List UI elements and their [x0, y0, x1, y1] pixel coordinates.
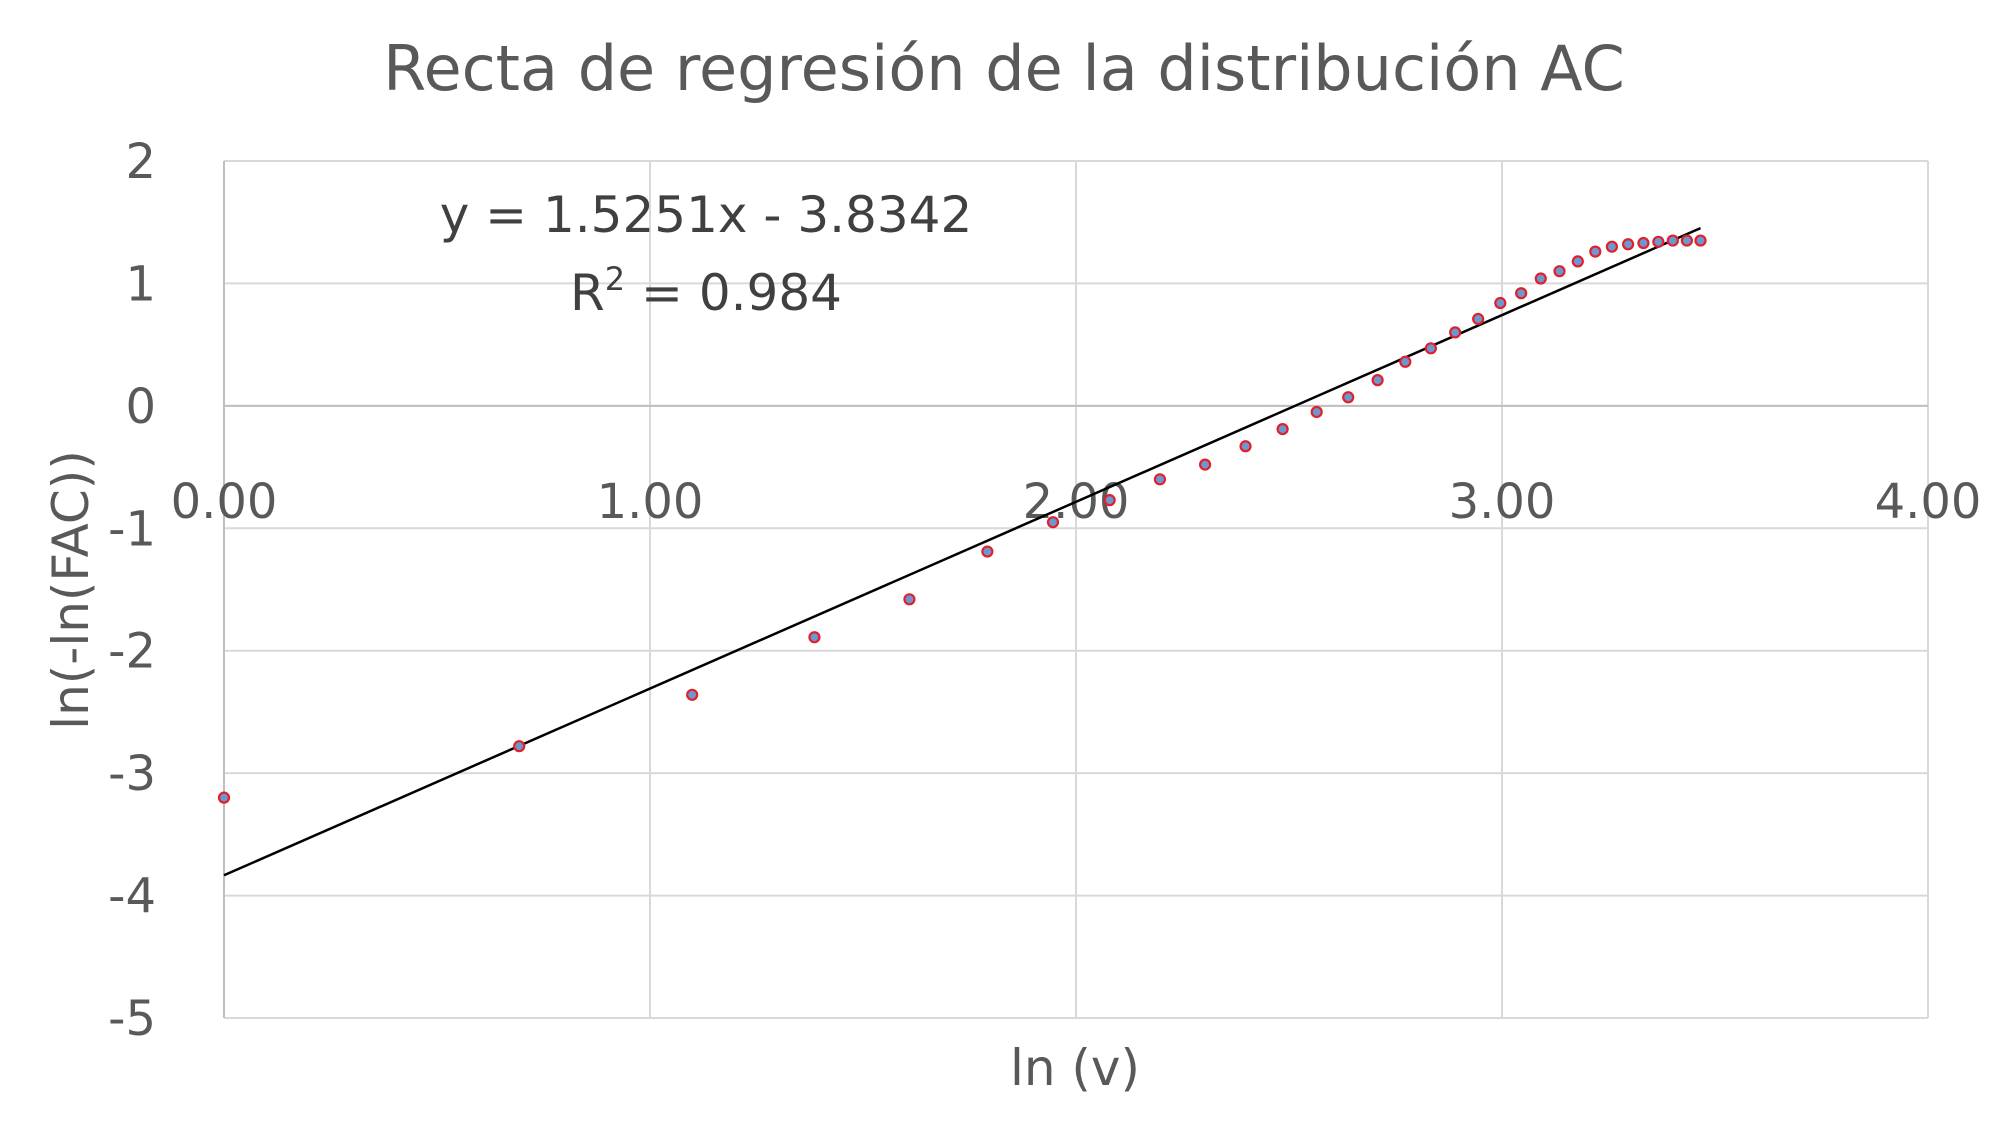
r2-prefix: R [570, 264, 605, 322]
data-point [1534, 272, 1547, 285]
y-tick-label: -4 [108, 869, 156, 925]
data-point [903, 593, 916, 606]
data-point [1310, 405, 1323, 419]
data-point [1494, 296, 1507, 310]
data-point [1449, 326, 1462, 339]
data-point [1424, 342, 1437, 355]
y-tick-label: -3 [108, 746, 156, 802]
tick-labels: 210-1-2-3-4-50.001.002.003.004.00 [108, 134, 1981, 1047]
data-point [981, 545, 994, 558]
r2-superscript: 2 [605, 260, 625, 298]
y-tick-label: 1 [125, 256, 156, 312]
data-point [1680, 234, 1693, 247]
data-point [513, 740, 526, 753]
x-tick-label: 0.00 [171, 474, 278, 530]
data-point [1652, 235, 1665, 248]
y-tick-label: -2 [108, 624, 156, 680]
x-tick-label: 1.00 [597, 474, 704, 530]
x-axis-title: ln (v) [1010, 1039, 1140, 1097]
data-point [1046, 516, 1060, 529]
data-points [217, 234, 1707, 804]
trendline-equation: y = 1.5251x - 3.8342 [440, 186, 973, 244]
data-point [1198, 458, 1212, 471]
data-point [1637, 236, 1650, 250]
data-point [217, 791, 231, 804]
data-point [1589, 245, 1602, 258]
chart-title: Recta de regresión de la distribución AC [383, 32, 1625, 105]
data-point [1553, 265, 1566, 278]
data-point [1515, 287, 1528, 300]
data-point [1621, 238, 1635, 251]
x-tick-label: 4.00 [1875, 474, 1982, 530]
r2-value: = 0.984 [625, 264, 842, 322]
data-point [1472, 312, 1485, 326]
data-point [1694, 234, 1707, 247]
data-point [1342, 391, 1355, 404]
x-tick-label: 3.00 [1449, 474, 1556, 530]
data-point [808, 631, 821, 644]
data-point [1571, 255, 1584, 268]
y-tick-label: -1 [108, 501, 156, 557]
y-tick-label: -5 [108, 991, 156, 1047]
y-tick-label: 0 [125, 379, 156, 435]
data-point [1666, 234, 1679, 247]
data-point [1276, 423, 1289, 436]
y-tick-label: 2 [125, 134, 156, 190]
data-point [1103, 494, 1116, 507]
trendline [223, 226, 1702, 877]
data-point [1605, 240, 1619, 253]
gridlines [223, 160, 1929, 1019]
data-point [1399, 355, 1412, 368]
data-point [1371, 374, 1384, 387]
data-point [1153, 473, 1167, 486]
data-point [686, 688, 699, 701]
y-axis-title: ln(-ln(FAC)) [42, 450, 100, 730]
data-point [1239, 440, 1252, 453]
r-squared-label: R2 = 0.984 [570, 260, 842, 322]
